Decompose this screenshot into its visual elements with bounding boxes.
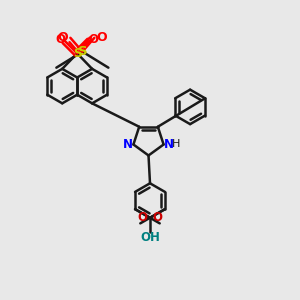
Text: S: S	[78, 45, 87, 58]
Text: N: N	[123, 138, 133, 151]
Text: OH: OH	[140, 231, 160, 244]
Text: O: O	[58, 31, 68, 44]
Text: S: S	[73, 47, 82, 60]
Text: O: O	[89, 33, 99, 46]
Text: O: O	[138, 211, 148, 224]
Text: O: O	[152, 211, 162, 224]
Text: N: N	[164, 138, 174, 151]
Text: H: H	[172, 140, 180, 149]
Text: O: O	[56, 33, 66, 46]
Text: O: O	[97, 31, 107, 44]
